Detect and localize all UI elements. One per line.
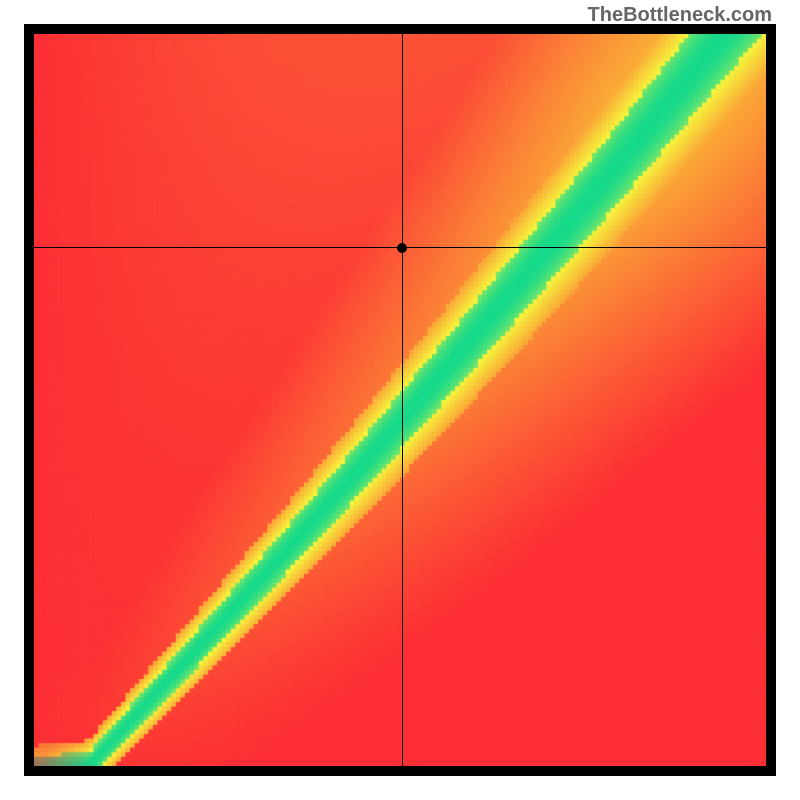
heatmap-canvas — [34, 34, 766, 766]
chart-frame — [24, 24, 776, 776]
watermark-text: TheBottleneck.com — [588, 4, 772, 27]
crosshair-point — [397, 243, 407, 253]
crosshair-vertical — [402, 34, 403, 766]
